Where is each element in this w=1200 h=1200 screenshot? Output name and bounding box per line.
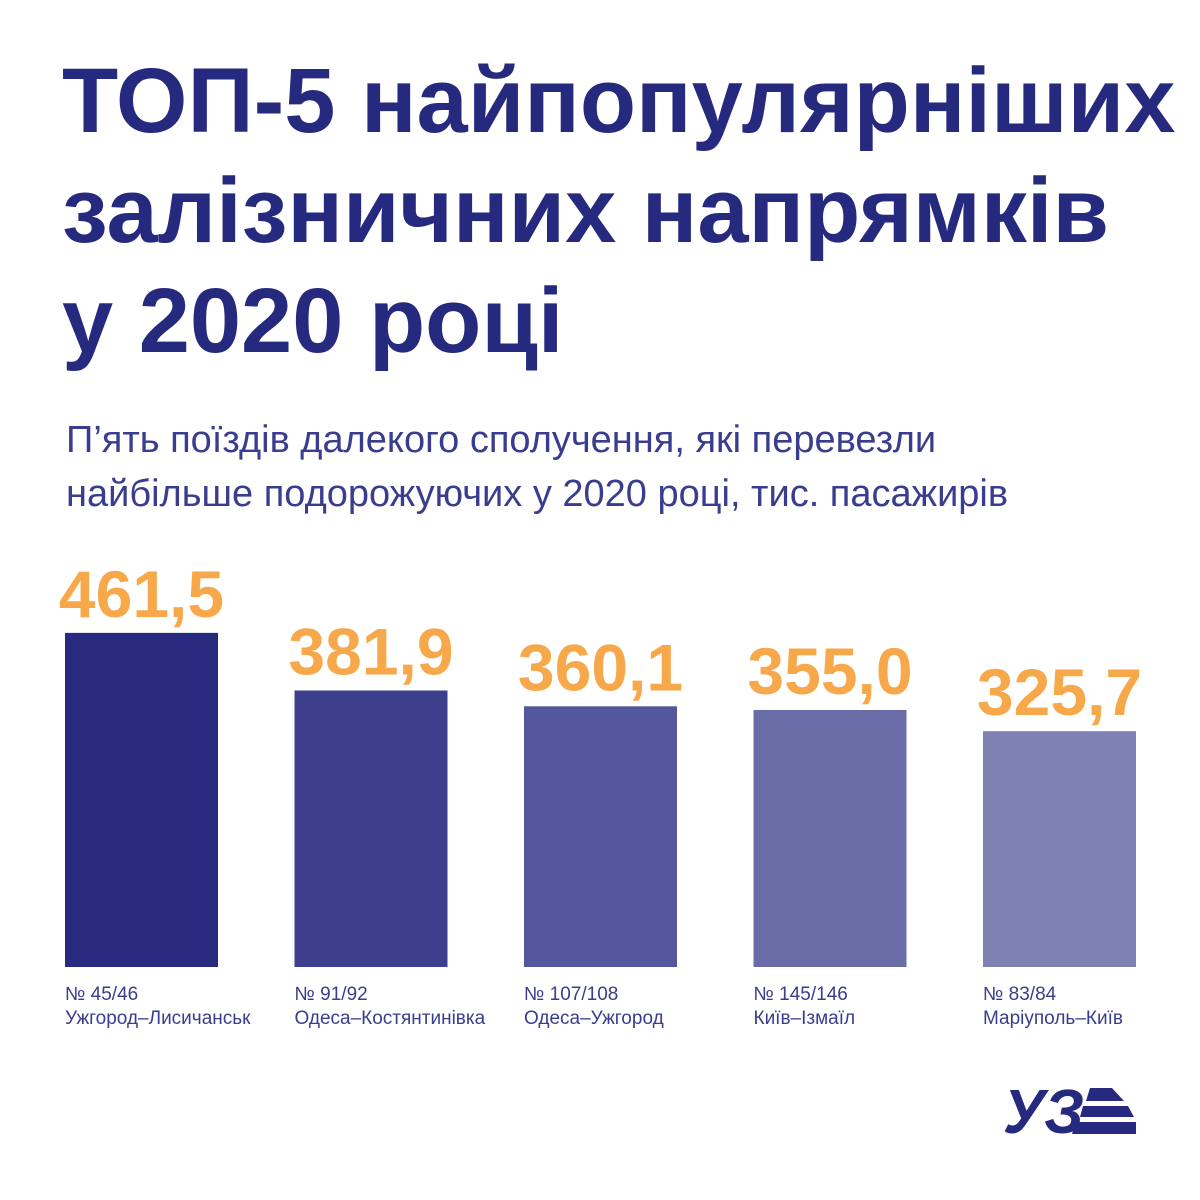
bar: [65, 632, 218, 967]
bar: [753, 709, 907, 967]
route-label: Маріуполь–Київ: [983, 1008, 1123, 1029]
route-label: Одеса–Костянтинівка: [295, 1008, 486, 1029]
value-label: 360,1: [518, 630, 683, 704]
subtitle: П’ять поїздів далекого сполучення, які п…: [66, 419, 936, 461]
bar: [983, 731, 1136, 967]
x-tick-label: № 91/92: [295, 984, 368, 1005]
chart-title: залізничних напрямків: [62, 160, 1109, 262]
bar: [294, 690, 448, 967]
chart-title: ТОП-5 найпопулярніших: [62, 50, 1175, 152]
logo: УЗ: [1003, 1078, 1136, 1147]
x-tick-label: № 107/108: [524, 984, 618, 1005]
x-tick-label: № 83/84: [983, 984, 1057, 1005]
x-tick-label: № 145/146: [754, 984, 848, 1005]
chart-title: у 2020 році: [62, 270, 563, 372]
value-label: 381,9: [288, 615, 453, 689]
subtitle: найбільше подорожуючих у 2020 році, тис.…: [66, 473, 1008, 515]
logo-stripe: [1086, 1088, 1124, 1101]
value-label: 325,7: [977, 655, 1142, 729]
x-tick-label: № 45/46: [65, 984, 138, 1005]
logo-stripe: [1080, 1106, 1134, 1117]
route-label: Київ–Ізмаїл: [754, 1008, 856, 1029]
bar: [524, 706, 677, 967]
logo-text: УЗ: [1003, 1078, 1084, 1147]
route-label: Ужгород–Лисичанськ: [65, 1008, 251, 1029]
logo-stripe: [1072, 1122, 1136, 1134]
value-label: 461,5: [59, 557, 224, 631]
value-label: 355,0: [747, 634, 912, 708]
route-label: Одеса–Ужгород: [524, 1008, 664, 1029]
